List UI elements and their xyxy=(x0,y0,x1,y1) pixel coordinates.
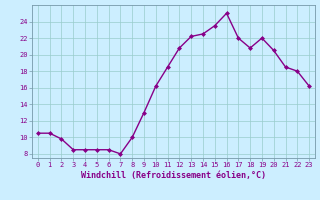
X-axis label: Windchill (Refroidissement éolien,°C): Windchill (Refroidissement éolien,°C) xyxy=(81,171,266,180)
